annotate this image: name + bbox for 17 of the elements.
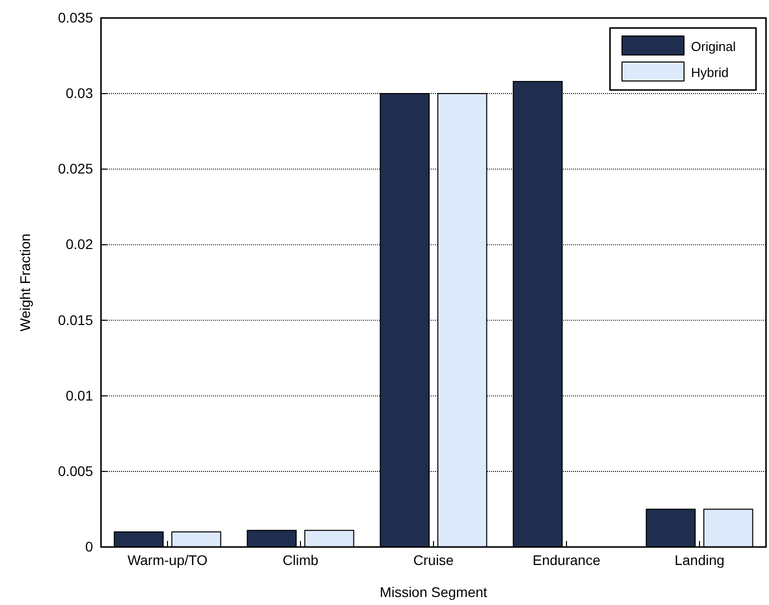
legend-label: Hybrid	[691, 65, 729, 80]
x-tick-label: Climb	[282, 552, 319, 568]
x-tick-label: Cruise	[413, 552, 454, 568]
y-tick-label: 0.03	[66, 85, 94, 102]
legend-label: Original	[691, 39, 736, 54]
y-tick-label: 0.035	[58, 9, 94, 26]
y-tick-label: 0.015	[58, 312, 94, 328]
y-tick-label: 0.005	[58, 462, 94, 479]
x-tick-label: Warm-up/TO	[127, 552, 208, 568]
x-tick-label: Endurance	[532, 552, 601, 568]
y-tick-label: 0.01	[66, 387, 94, 404]
x-axis-title: Mission Segment	[380, 584, 488, 600]
x-tick-label: Landing	[674, 552, 724, 568]
y-axis-title: Weight Fraction	[17, 234, 33, 332]
y-tick-label: 0	[85, 538, 94, 554]
y-tick-label: 0.025	[58, 160, 94, 177]
y-tick-label: 0.02	[66, 236, 94, 252]
